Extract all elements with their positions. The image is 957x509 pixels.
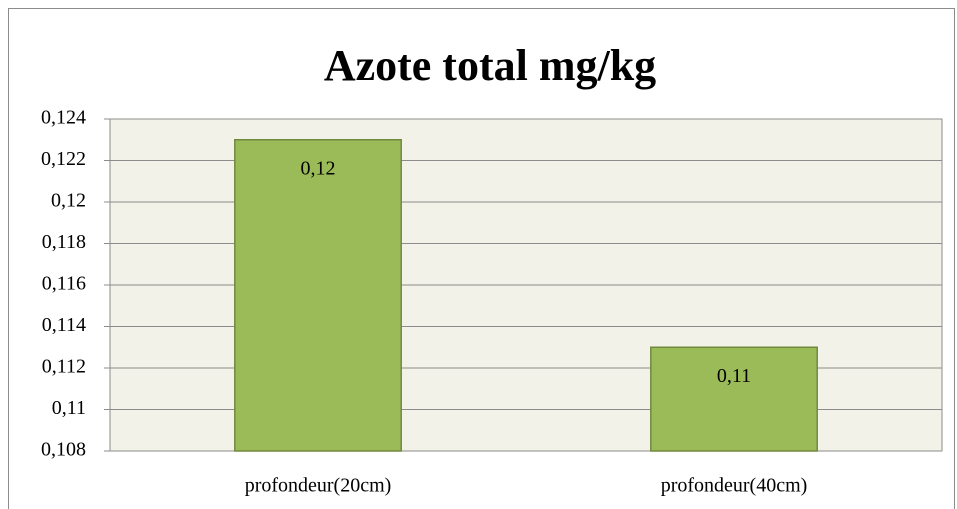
chart-title: Azote total mg/kg: [324, 41, 656, 90]
y-tick-label: 0,124: [41, 107, 86, 129]
y-tick-label: 0,112: [42, 356, 86, 378]
data-label: 0,12: [301, 157, 336, 179]
y-tick-label: 0,116: [42, 273, 86, 295]
y-tick-label: 0,118: [42, 231, 86, 253]
bar: [650, 346, 818, 452]
y-tick-label: 0,114: [42, 314, 86, 336]
x-tick-label: profondeur(40cm): [661, 475, 808, 497]
bar: [234, 139, 402, 452]
y-tick-label: 0,12: [51, 190, 86, 212]
y-tick-label: 0,122: [41, 148, 86, 170]
y-tick-label: 0,11: [52, 397, 86, 419]
data-label: 0,11: [717, 365, 751, 387]
x-tick-label: profondeur(20cm): [245, 475, 392, 497]
y-tick-label: 0,108: [41, 439, 86, 461]
